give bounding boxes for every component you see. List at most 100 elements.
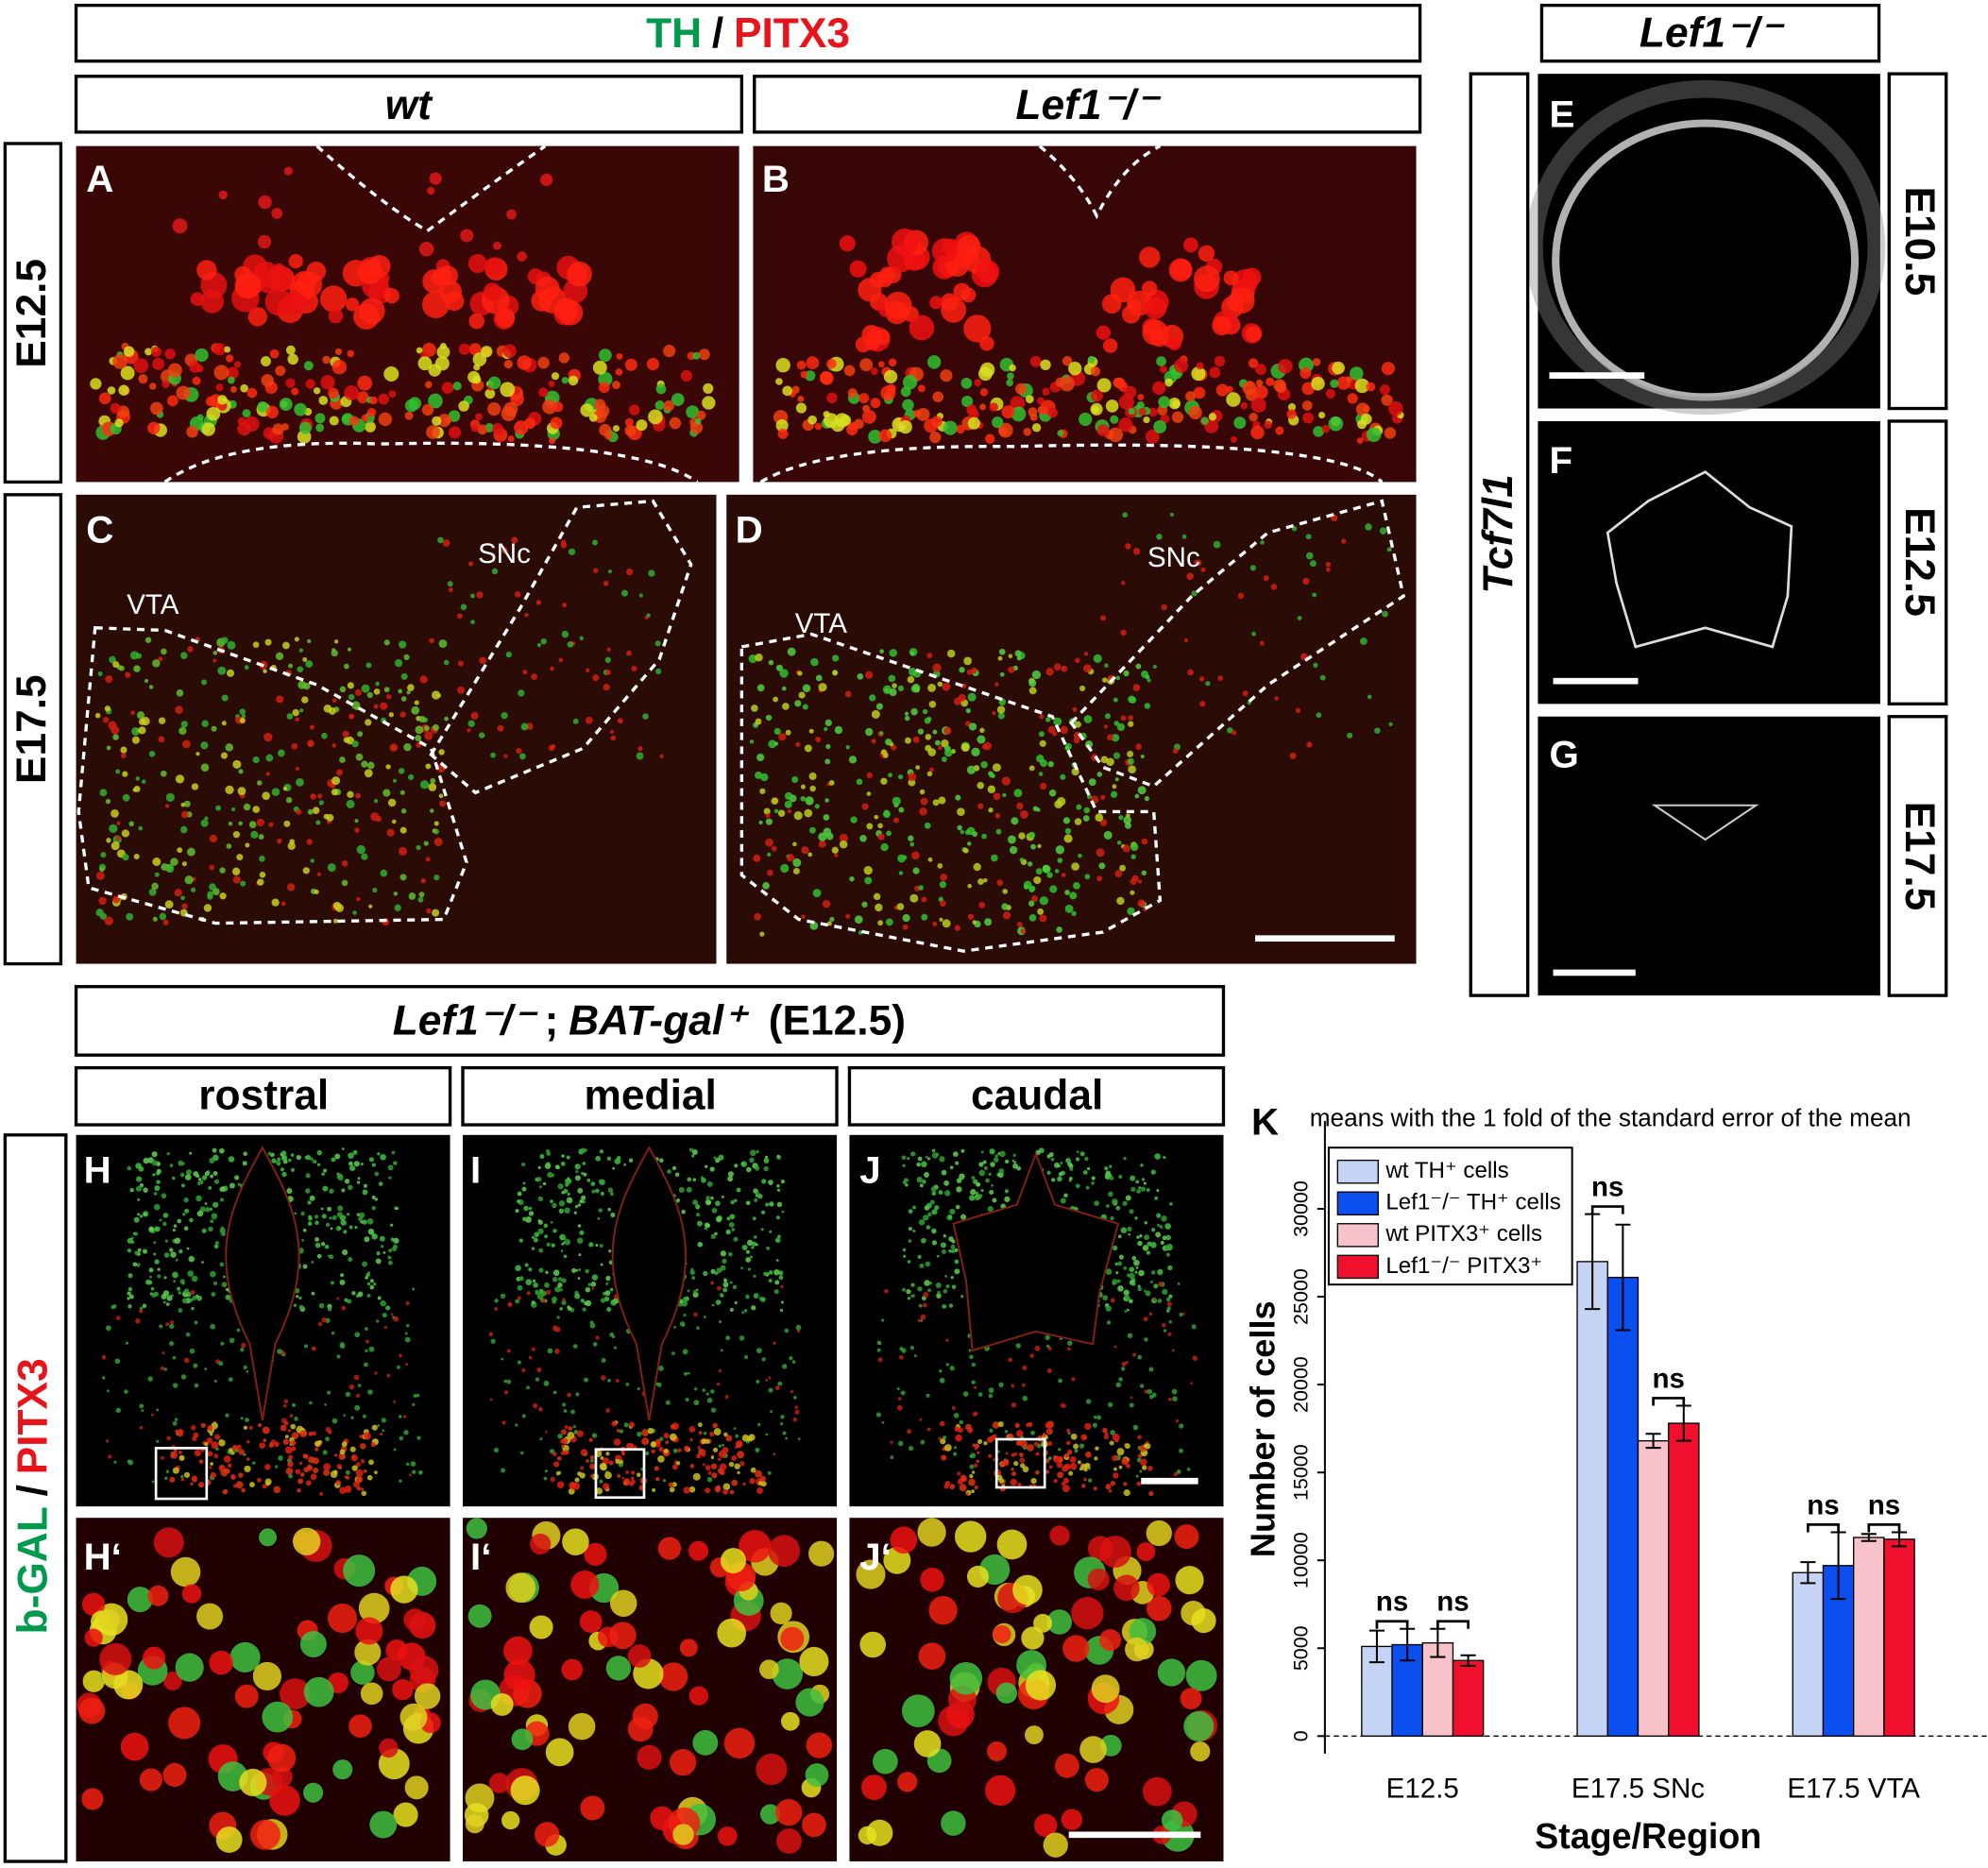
cell	[696, 1326, 700, 1331]
cell	[172, 1467, 179, 1474]
cell	[940, 1242, 947, 1248]
cell	[1137, 879, 1143, 884]
cell	[1153, 1298, 1157, 1301]
cell	[273, 1486, 281, 1494]
cell	[349, 1446, 356, 1452]
cell	[1077, 1460, 1081, 1465]
cell	[99, 867, 105, 873]
cell	[722, 1258, 727, 1264]
cell	[310, 793, 316, 800]
cell	[212, 650, 218, 655]
cell	[578, 1268, 582, 1271]
cell	[1045, 717, 1051, 722]
cell	[902, 399, 914, 412]
cell	[780, 1711, 800, 1731]
cell	[598, 1208, 603, 1213]
cell	[600, 1464, 607, 1471]
cell	[112, 353, 127, 369]
cell	[418, 892, 425, 898]
error-bar	[1585, 1213, 1601, 1311]
cell	[885, 739, 892, 746]
cell	[231, 1445, 238, 1452]
cell	[249, 1819, 280, 1850]
cell	[962, 1391, 969, 1398]
cell	[732, 1284, 738, 1290]
cell	[710, 1196, 714, 1200]
cell	[1011, 406, 1027, 422]
cell	[994, 1154, 998, 1158]
cell	[271, 898, 280, 907]
cell	[1118, 1174, 1123, 1180]
cell	[1150, 1169, 1156, 1175]
cell	[257, 878, 264, 886]
level: rostral	[198, 1073, 329, 1119]
cell	[1064, 890, 1070, 895]
cell	[992, 763, 1001, 773]
cell	[210, 1323, 216, 1330]
cell	[890, 1455, 894, 1460]
cell	[394, 659, 403, 668]
cell	[302, 656, 308, 662]
cell	[996, 705, 1006, 714]
cell	[1147, 678, 1151, 683]
cell	[1330, 379, 1339, 388]
cell	[641, 1429, 650, 1436]
cell	[1118, 1254, 1124, 1260]
cell	[314, 413, 326, 424]
cell	[376, 1656, 401, 1682]
cell	[808, 772, 817, 781]
cell	[1057, 1471, 1064, 1479]
cell	[1011, 1159, 1015, 1163]
cell	[1016, 655, 1022, 661]
cell	[172, 218, 188, 234]
cell	[671, 393, 685, 406]
significance-label: ns	[1376, 1587, 1408, 1618]
cell	[291, 742, 298, 750]
cell	[954, 1426, 960, 1433]
cell	[105, 798, 111, 805]
cell	[543, 1476, 548, 1481]
cell	[753, 854, 761, 862]
cell	[252, 641, 260, 649]
cell	[439, 800, 447, 807]
cell	[1028, 831, 1036, 839]
cell	[150, 1286, 155, 1291]
cell	[179, 1172, 185, 1178]
cell	[900, 1390, 906, 1396]
cell	[366, 1474, 373, 1481]
cell	[798, 691, 806, 699]
cell	[665, 1440, 670, 1445]
cell	[780, 1180, 785, 1184]
cell	[605, 1275, 611, 1282]
cell	[168, 1707, 201, 1740]
cell	[923, 1292, 929, 1298]
cell	[1141, 1178, 1146, 1181]
cell	[212, 1201, 219, 1208]
cell	[163, 1367, 167, 1371]
cell	[610, 735, 617, 741]
cell	[500, 382, 516, 398]
cell	[892, 683, 897, 688]
cell	[468, 343, 482, 356]
cell	[1028, 885, 1036, 892]
cell	[977, 735, 986, 744]
panel-label: C	[86, 509, 113, 552]
cell	[1062, 355, 1073, 366]
cell	[209, 883, 216, 891]
cell	[319, 1492, 324, 1496]
cell	[377, 1296, 382, 1300]
cell	[974, 1485, 978, 1490]
cell	[949, 1366, 955, 1371]
cell	[354, 688, 362, 696]
cell	[591, 1433, 598, 1438]
cell	[755, 1243, 758, 1247]
cell	[768, 1180, 773, 1185]
cell	[1193, 265, 1220, 293]
cell	[609, 729, 615, 734]
cell	[1154, 1196, 1159, 1200]
cell	[225, 1413, 229, 1418]
cell	[715, 1215, 722, 1223]
cell	[163, 1276, 167, 1280]
cell	[892, 228, 919, 256]
cell	[1030, 843, 1036, 850]
